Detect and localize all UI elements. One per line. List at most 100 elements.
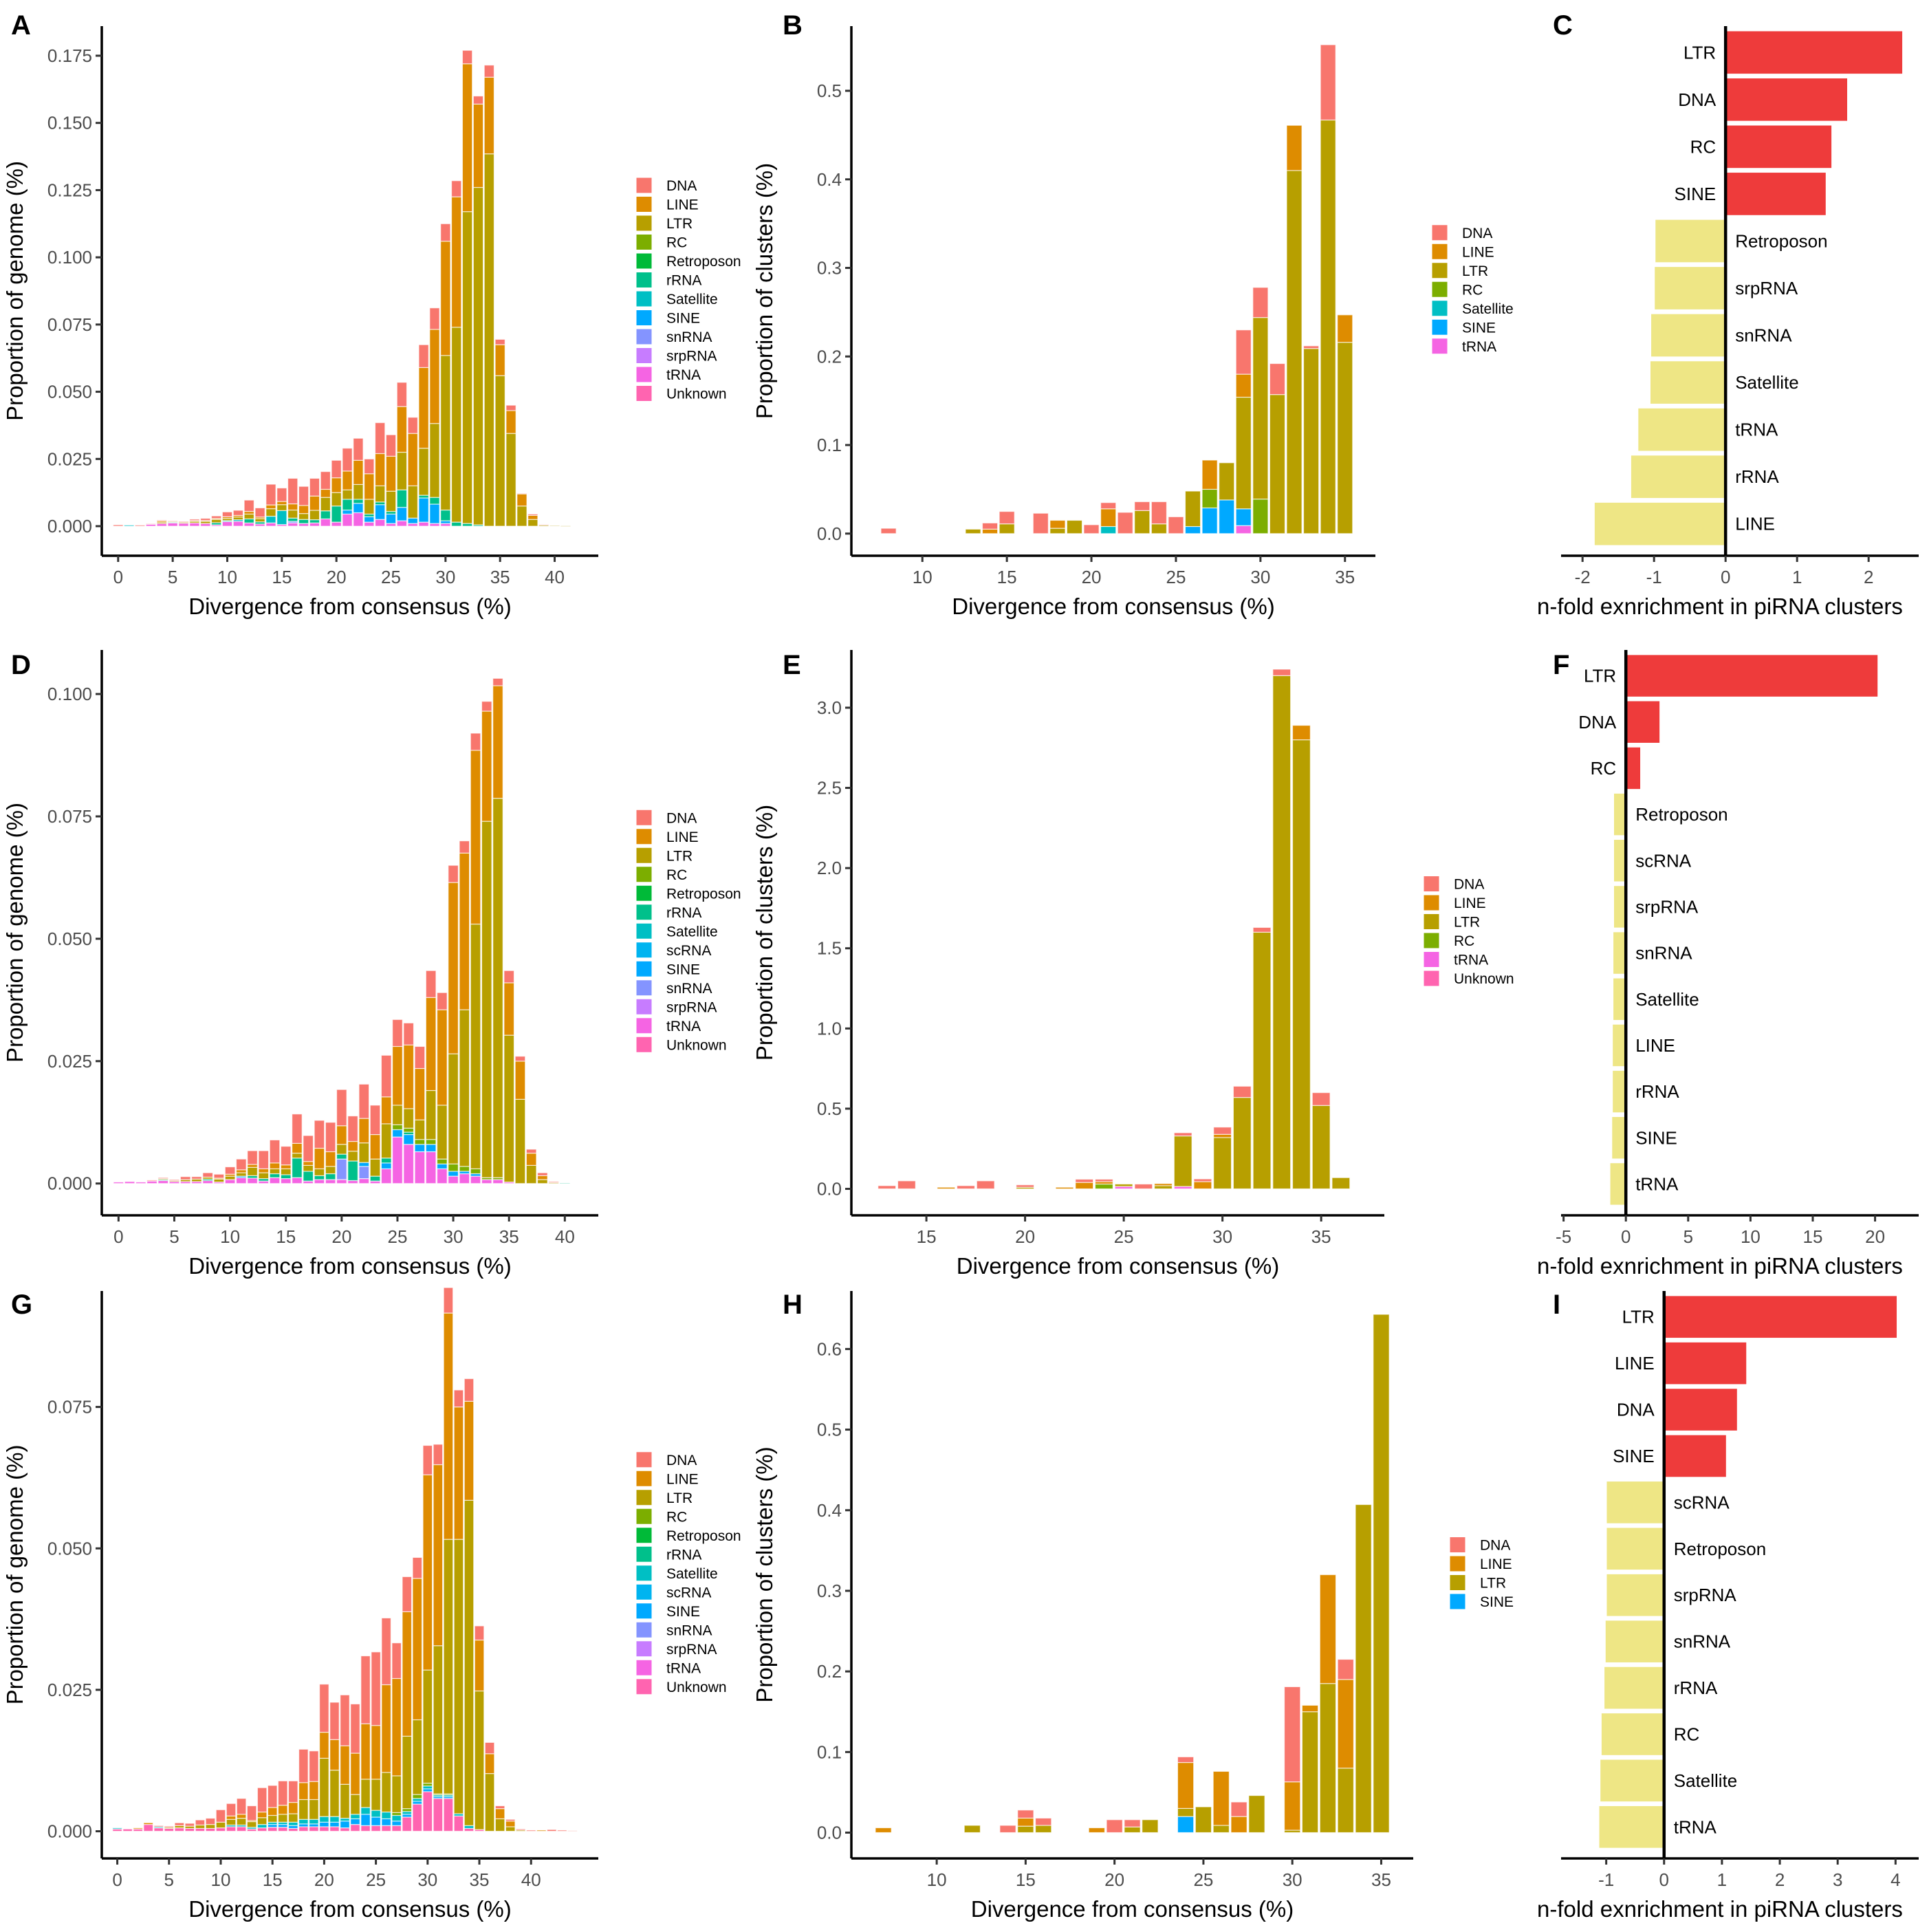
bar-segment-trna (269, 1177, 281, 1184)
bar-segment-trna (135, 1182, 146, 1184)
legend-item: Satellite (1431, 300, 1514, 317)
bar-segment-dna (391, 1642, 402, 1680)
bar-segment-line (396, 406, 408, 453)
bar-segment-dna (1337, 1658, 1354, 1680)
legend-label: DNA (1454, 877, 1484, 893)
legend-item: Satellite (635, 1565, 718, 1582)
bar-segment-dna (232, 510, 244, 516)
bar-segment-dna (503, 970, 515, 984)
bar-segment-line (235, 1169, 247, 1173)
bar-segment-dna (392, 1019, 403, 1048)
bar-segment-line (1301, 1704, 1319, 1713)
bar-segment-trna (1235, 525, 1252, 534)
bar-segment-dna (210, 515, 222, 519)
bar-segment-line (536, 1175, 548, 1180)
bar-segment-unknown (226, 1826, 237, 1832)
legend-item: SINE (1431, 318, 1496, 336)
legend-item: LTR (1449, 1574, 1506, 1592)
y-tick-label: 0.5 (817, 1420, 842, 1440)
bar-segment-dna (157, 1177, 169, 1180)
bar-segment-satellite (422, 1786, 433, 1790)
x-tick-label: 10 (913, 567, 933, 587)
bar-segment-line (516, 493, 527, 507)
bar-segment-unknown (215, 1827, 226, 1832)
bar-segment-ltr (429, 423, 440, 498)
bar-segment-ltr (371, 1779, 381, 1811)
legend-swatch (1423, 970, 1440, 987)
panel-letter: G (11, 1290, 32, 1320)
bar-segment-dna (320, 471, 331, 490)
x-tick-label: 30 (1283, 1869, 1303, 1890)
bar-segment-line (981, 528, 999, 534)
bar-segment-dna (402, 1576, 413, 1612)
bar-segment-satellite (464, 1825, 475, 1830)
x-tick-label: 0 (1659, 1869, 1669, 1890)
x-tick-label: 35 (490, 567, 510, 587)
bar-segment-rrna (287, 517, 298, 522)
bar-segment-trna (221, 521, 233, 527)
legend-swatch (635, 828, 653, 845)
category-label: Retroposon (1635, 804, 1728, 825)
y-axis-title: Proportion of clusters (%) (752, 1446, 777, 1702)
legend-swatch (635, 177, 653, 194)
bar-segment-ltr (1017, 1825, 1034, 1834)
panel-e: E 0.0 0.5 1.0 1.5 2.0 2.5 3.0 15 20 25 30 35 Divergen… (752, 650, 1514, 1279)
bar-segment-line (494, 344, 505, 376)
legend-label: LTR (1454, 915, 1480, 931)
legend-label: RC (666, 1509, 687, 1525)
legend-swatch (635, 922, 653, 940)
legend-swatch (635, 1470, 653, 1487)
category-label: RC (1690, 136, 1717, 157)
bar-trna (1610, 1163, 1626, 1205)
category-label: SINE (1635, 1127, 1677, 1148)
bar-segment-dna (492, 677, 503, 686)
bar-segment-ltr (396, 451, 408, 490)
bar-segment-line (342, 470, 353, 490)
bar-segment-sine (342, 509, 353, 515)
legend-swatch (635, 847, 653, 864)
y-tick-label: 0.100 (47, 684, 92, 704)
bar-segment-ltr (235, 1172, 247, 1177)
bar-segment-ltr (525, 1164, 537, 1184)
bar-segment-dna (464, 1378, 475, 1402)
bar-segment-dna (1230, 1801, 1247, 1817)
bar-segment-dna (505, 1819, 516, 1822)
bar-segment-dna (514, 1056, 526, 1062)
x-tick-label: 20 (314, 1869, 334, 1890)
bar-segment-ltr (450, 327, 462, 523)
bar-segment-rrna (380, 1158, 392, 1164)
y-tick-label: 0.6 (817, 1338, 842, 1359)
bar-segment-unknown (422, 1791, 433, 1832)
bar-segment-rc (391, 1812, 402, 1816)
bar-segment-ltr (280, 1168, 292, 1175)
legend: DNA LINE LTR RC tRNA Unknown (1423, 876, 1514, 987)
bar-segment-dna (461, 50, 473, 65)
bar-segment-ltr (269, 1168, 281, 1175)
legend-label: tRNA (666, 367, 701, 383)
bar-segment-line (1049, 519, 1066, 529)
bar-segment-dna (878, 1185, 897, 1190)
bar-segment-satellite (391, 1814, 402, 1822)
bar-segment-ltr (358, 1142, 370, 1163)
bar-segment-line (353, 459, 364, 486)
legend: DNA LINE LTR RC Retroposon rRNA Satellite scRNA… (635, 809, 741, 1053)
bar-segment-ltr (514, 1098, 526, 1184)
legend: DNA LINE LTR RC Retroposon rRNA Satellite SINE s… (635, 177, 741, 402)
bar-segment-line (314, 1147, 325, 1169)
legend-swatch (635, 866, 653, 883)
bar-segment-dna (369, 1105, 381, 1136)
bar-segment-line (331, 477, 342, 493)
legend-item: LTR (635, 847, 693, 864)
bar-segment-trna (425, 1151, 437, 1184)
bar-segment-dna (145, 523, 157, 525)
bar-segment-sine (364, 516, 375, 523)
bar-segment-dna (976, 1180, 995, 1190)
bar-segment-sine (436, 1163, 448, 1169)
bar-segment-line (1292, 724, 1311, 741)
bar-segment-ltr (1154, 1185, 1173, 1190)
bar-segment-ltr (464, 1499, 475, 1826)
bar-segment-rrna (292, 1158, 303, 1178)
bar-segment-line (385, 455, 397, 492)
bar-segment-line (443, 1312, 454, 1540)
bar-segment-ltr (1269, 394, 1286, 534)
